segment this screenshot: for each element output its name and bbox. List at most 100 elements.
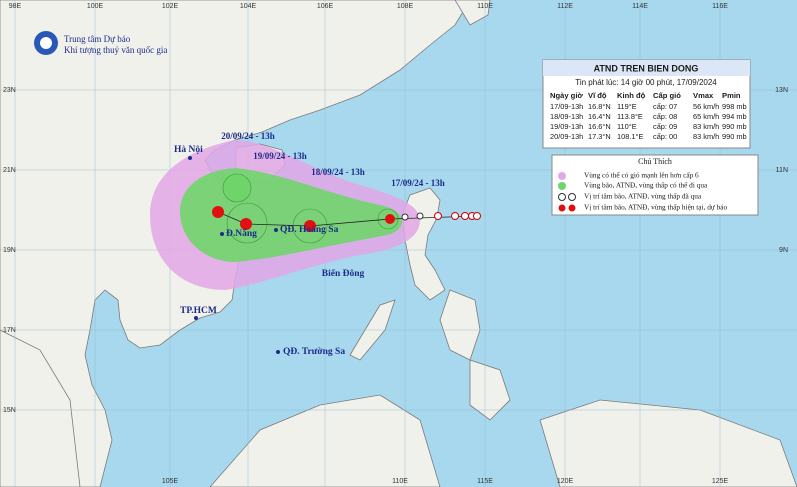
grid-label: 17N [3, 327, 16, 334]
grid-label: 13N [775, 87, 788, 94]
table-header: Vmax [693, 91, 714, 100]
grid-label: 98E [9, 3, 22, 10]
table-cell: 998 mb [722, 102, 747, 111]
legend-icon [558, 193, 566, 201]
cone-circle [222, 173, 252, 203]
info-header [543, 60, 750, 76]
storm-symbol [304, 220, 316, 232]
storm-symbol [240, 218, 252, 230]
table-cell: 990 mb [722, 132, 747, 141]
grid-label: 11N [776, 167, 788, 174]
table-cell: 994 mb [722, 112, 747, 121]
place-name: Đ.Nẵng [226, 228, 257, 239]
table-cell: 108.1°E [617, 132, 643, 141]
table-header: Cấp gió [653, 91, 681, 100]
grid-label: 21N [3, 167, 16, 174]
legend-title: Chú Thích [638, 157, 672, 166]
table-cell: 16.6°N [588, 122, 611, 131]
place-name: QĐ. Trường Sa [283, 347, 345, 357]
org-name: Trung tâm Dự báo [64, 34, 131, 44]
malay-peninsula [0, 329, 81, 487]
cone-circle [292, 208, 328, 244]
place-name: TP.HCM [180, 306, 217, 316]
grid-label: 19N [3, 247, 16, 254]
table-cell: 83 km/h [693, 132, 719, 141]
forecast-time: 19/09/24 - 13h [253, 151, 307, 161]
table-cell: cấp: 00 [653, 132, 677, 141]
table-cell: cấp: 08 [653, 112, 677, 121]
table-cell: 119°E [617, 102, 637, 111]
logo [34, 31, 58, 55]
grid-label: 115E [477, 478, 493, 485]
forecast-positions [212, 206, 395, 232]
legend-item: Vị trí tâm bão, ATNĐ, vùng thấp đã qua [584, 192, 702, 201]
past-position [451, 212, 459, 220]
grid-label: 110E [477, 3, 493, 10]
table-cell: 19/09-13h [550, 122, 583, 131]
info-issued: Tin phát lúc: 14 giờ 00 phút, 17/09/2024 [575, 78, 717, 87]
past-position [401, 213, 409, 221]
grid-label: 100E [87, 3, 104, 10]
city-dot [274, 228, 278, 232]
city-dot [188, 156, 192, 160]
table-cell: 17/09-13h [550, 102, 583, 111]
legend-icon [568, 193, 576, 201]
table-cell: 17.3°N [588, 132, 611, 141]
table-header: Pmin [722, 91, 741, 100]
table-cell: 56 km/h [693, 102, 719, 111]
grid-label: 15N [3, 407, 16, 414]
legend-icon [568, 204, 576, 212]
logo-mark [40, 37, 52, 49]
cities [188, 156, 280, 354]
legend-box [551, 154, 759, 216]
table-cell: 18/09-13h [550, 112, 583, 121]
grid-label: 23N [3, 87, 16, 94]
table-header: Ngày giờ [550, 91, 583, 100]
grid-label: 110E [392, 478, 408, 485]
grid-label: 106E [317, 3, 334, 10]
table-cell: cấp: 07 [653, 102, 677, 111]
legend-icon [558, 204, 566, 212]
table-cell: 65 km/h [693, 112, 719, 121]
table-cell: 990 mb [722, 122, 747, 131]
grid-label: 104E [240, 3, 257, 10]
legend-item: Vị trí tâm bão, ATNĐ, vùng thấp hiện tại… [584, 203, 728, 212]
grid-label: 9N [779, 247, 788, 254]
legend-item: Vùng có thể có gió mạnh lên hơn cấp 6 [584, 171, 699, 180]
taiwan [454, 0, 491, 26]
past-position [473, 212, 481, 220]
legend-icon [558, 172, 566, 180]
table-cell: 16.8°N [588, 102, 611, 111]
grid-label: 108E [397, 3, 414, 10]
grid-label: 105E [162, 478, 179, 485]
past-position [461, 212, 469, 220]
table-cell: 16.4°N [588, 112, 611, 121]
city-dot [276, 350, 280, 354]
cone-circle [226, 202, 268, 244]
place-name: QĐ. Hoàng Sa [280, 225, 339, 235]
past-position [434, 212, 442, 220]
legend-icon [558, 182, 566, 190]
grid-label: 112E [557, 3, 573, 10]
table-cell: 110°E [617, 122, 637, 131]
table-header: Vĩ độ [588, 91, 607, 100]
city-dot [220, 232, 224, 236]
table-cell: 83 km/h [693, 122, 719, 131]
table-cell: 20/09-13h [550, 132, 583, 141]
storm-symbol [212, 206, 224, 218]
org-name: Khí tượng thuỷ văn quốc gia [64, 45, 167, 55]
past-positions [401, 212, 481, 221]
grid-label: 120E [557, 478, 574, 485]
forecast-time: 17/09/24 - 13h [391, 178, 445, 188]
table-header: Kinh độ [617, 91, 646, 100]
grid-label: 114E [632, 3, 648, 10]
place-name: Hà Nội [174, 145, 203, 155]
legend-item: Vùng bão, ATNĐ, vùng thấp có thể đi qua [584, 181, 708, 190]
storm-symbol [385, 214, 395, 224]
city-dot [194, 316, 198, 320]
grid-label: 102E [162, 3, 179, 10]
place-name: Biển Đông [322, 268, 365, 279]
info-title: ATND TREN BIEN DONG [594, 63, 699, 73]
